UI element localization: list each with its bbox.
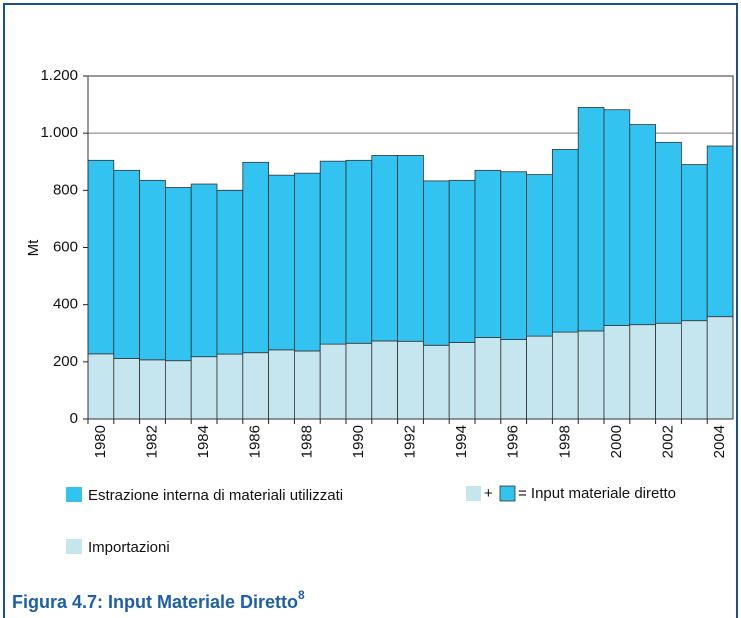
bar-segment [319,343,347,420]
bar-segment [448,341,476,420]
bar-segment [526,174,553,337]
bar-segment [293,172,321,352]
bar-segment [242,161,270,354]
x-tick-label: 2004 [711,425,728,458]
bar-segment [603,109,631,326]
bar-segment [164,360,192,420]
y-axis-label: Mt [25,239,42,256]
frame [3,3,738,618]
x-tick-label: 1994 [453,425,470,458]
legend-label: Estrazione interna di materiali utilizza… [88,487,343,504]
bar-segment [577,330,605,420]
bar-segment [371,340,398,420]
bar-segment [345,342,373,420]
bar-segment [629,124,656,326]
bar-segment [448,179,476,343]
bar-segment [87,159,115,355]
legend-label: Importazioni [88,539,170,556]
y-tick-label: 200 [53,353,78,370]
bar-segment [500,339,527,420]
y-tick-label: 0 [70,410,78,427]
legend-equals: = Input materiale diretto [518,485,676,502]
bar-segment [319,160,347,345]
bar-segment [268,174,295,351]
bar-segment [139,179,166,361]
bar-segment [113,358,141,420]
bar-segment [629,324,656,420]
legend-plus: + [484,485,493,502]
x-tick-label: 1988 [298,425,315,458]
x-tick-label: 1998 [556,425,573,458]
title-superscript: 8 [298,588,305,602]
bar-segment [397,155,424,342]
plot-frame [87,75,734,420]
bar-segment [655,141,682,324]
y-tick-label: 800 [53,181,78,198]
bar-segment [474,169,502,338]
bar-segment [190,356,218,420]
legend-swatch [66,487,82,502]
bar-segment [655,322,682,420]
bar-segment [164,187,192,362]
bar-segment [397,340,424,420]
y-tick-label: 1.000 [40,124,78,141]
x-tick-label: 1990 [350,425,367,458]
bar-segment [552,149,579,333]
bar-segment [706,145,734,318]
bar-segment [603,325,631,420]
bar-segment [216,189,244,355]
x-tick-label: 1980 [92,425,109,458]
x-tick-label: 1996 [505,425,522,458]
bar-segment [526,335,553,420]
bar-segment [345,159,373,344]
legend-swatch [66,539,82,554]
x-tick-label: 2000 [608,425,625,458]
bar-segment [422,344,450,420]
title-text: Figura 4.7: Input Materiale Diretto [12,592,298,612]
x-tick-label: 1986 [247,425,264,458]
y-tick-label: 600 [53,238,78,255]
legend-swatch [499,485,516,502]
bar-segment [371,155,398,342]
bar-segment [242,352,270,420]
bar-segment [216,353,244,420]
bar-segment [706,316,734,420]
x-tick-label: 1992 [401,425,418,458]
legend-swatch [466,486,481,501]
bar-segment [681,320,708,420]
bar-segment [474,337,502,420]
bar-segment [139,359,166,420]
x-tick-label: 2002 [659,425,676,458]
bar-segment [422,180,450,346]
x-tick-label: 1984 [195,425,212,458]
bar-segment [552,331,579,420]
bar-segment [681,164,708,322]
bar-segment [500,171,527,340]
y-tick-label: 1.200 [40,67,78,84]
bar-segment [268,349,295,420]
figure-title: Figura 4.7: Input Materiale Diretto8 [12,588,305,612]
bar-segment [87,353,115,420]
y-tick-label: 400 [53,296,78,313]
x-tick-label: 1982 [143,425,160,458]
bar-segment [113,169,141,359]
bar-segment [293,350,321,420]
bar-segment [190,183,218,358]
bar-segment [577,107,605,332]
